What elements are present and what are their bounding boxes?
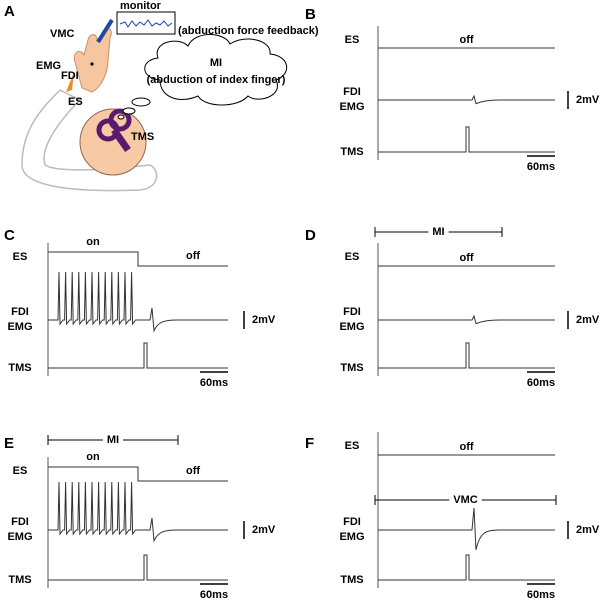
es-trace xyxy=(48,466,228,482)
label: TMS xyxy=(131,131,154,143)
es-state: off xyxy=(186,465,200,477)
emg-trace xyxy=(378,94,555,105)
label: monitor xyxy=(120,0,162,12)
interval-label: MI xyxy=(432,226,444,238)
row-label: EMG xyxy=(339,531,364,543)
row-label: FDI xyxy=(343,86,361,98)
scale-label: 60ms xyxy=(527,161,555,173)
es-state: off xyxy=(459,252,473,264)
row-label: TMS xyxy=(340,146,363,158)
label: ES xyxy=(68,96,83,108)
emg-trace xyxy=(378,314,555,325)
row-label: TMS xyxy=(340,574,363,586)
tms-trace xyxy=(378,554,555,581)
panel-label: C xyxy=(4,227,15,244)
panel: F ES FDI EMG TMS off 2mV 60ms VMC xyxy=(305,432,600,601)
tms-trace xyxy=(378,342,555,369)
interval-label: MI xyxy=(107,434,119,446)
tms-trace xyxy=(48,342,228,369)
row-label: ES xyxy=(13,251,28,263)
label-bg xyxy=(428,226,449,238)
label: VMC xyxy=(50,28,75,40)
row-label: FDI xyxy=(11,516,29,528)
row-label: ES xyxy=(345,251,360,263)
panel: D ES FDI EMG TMS off 2mV 60ms MI xyxy=(305,226,600,389)
label-bg xyxy=(102,434,124,446)
scale-label: 60ms xyxy=(200,589,228,601)
panel-label: E xyxy=(4,435,14,452)
panel: B ES FDI EMG TMS off 2mV 60ms xyxy=(305,6,600,173)
row-label: ES xyxy=(345,34,360,46)
panel-a: A monitor (abduction force feedback) VMC… xyxy=(4,0,319,192)
panel-label: B xyxy=(305,6,316,23)
row-label: TMS xyxy=(340,362,363,374)
es-state: off xyxy=(459,441,473,453)
force-sensor xyxy=(96,18,114,44)
row-label: EMG xyxy=(339,321,364,333)
row-label: TMS xyxy=(8,362,31,374)
es-state: on xyxy=(86,236,100,248)
interval-label: VMC xyxy=(453,494,478,506)
monitor-signal xyxy=(119,19,173,28)
label-bg xyxy=(449,494,482,506)
thought-bubble xyxy=(117,114,125,120)
row-label: ES xyxy=(13,465,28,477)
emg-trace xyxy=(378,507,555,550)
emg-trace xyxy=(48,271,228,333)
electrode xyxy=(66,72,74,92)
es-trace xyxy=(48,251,228,267)
es-state: off xyxy=(186,250,200,262)
es-state: off xyxy=(459,34,473,46)
tms-trace xyxy=(378,126,555,153)
dot xyxy=(90,62,94,66)
arm xyxy=(21,89,158,192)
panel-label: F xyxy=(305,435,314,452)
label: EMG xyxy=(36,60,61,72)
row-label: EMG xyxy=(7,531,32,543)
scale-label: 2mV xyxy=(252,314,276,326)
thought-bubble xyxy=(122,107,136,115)
scale-label: 2mV xyxy=(576,524,600,536)
scale-label: 60ms xyxy=(527,589,555,601)
scale-label: 60ms xyxy=(527,377,555,389)
scale-label: 2mV xyxy=(576,94,600,106)
row-label: EMG xyxy=(339,101,364,113)
label: (abduction force feedback) xyxy=(178,25,319,37)
label: (abduction of index finger) xyxy=(147,74,286,86)
hand xyxy=(73,27,112,93)
thought-bubble xyxy=(131,97,151,107)
label: FDI xyxy=(61,70,79,82)
tms-trace xyxy=(48,554,228,581)
panel-label: A xyxy=(4,3,15,20)
row-label: ES xyxy=(345,440,360,452)
scale-label: 2mV xyxy=(576,314,600,326)
panel: E ES FDI EMG TMS on off 2mV 60ms MI xyxy=(4,434,276,601)
thought-cloud xyxy=(144,34,287,106)
es-state: on xyxy=(86,451,100,463)
scale-label: 2mV xyxy=(252,524,276,536)
tms-coil xyxy=(96,108,132,153)
label: MI xyxy=(210,57,222,69)
row-label: EMG xyxy=(7,321,32,333)
row-label: TMS xyxy=(8,574,31,586)
panel-label: D xyxy=(305,227,316,244)
row-label: FDI xyxy=(11,306,29,318)
row-label: FDI xyxy=(343,516,361,528)
scale-label: 60ms xyxy=(200,377,228,389)
emg-trace xyxy=(48,481,228,543)
panel: C ES FDI EMG TMS on off 2mV 60ms xyxy=(4,227,276,389)
row-label: FDI xyxy=(343,306,361,318)
